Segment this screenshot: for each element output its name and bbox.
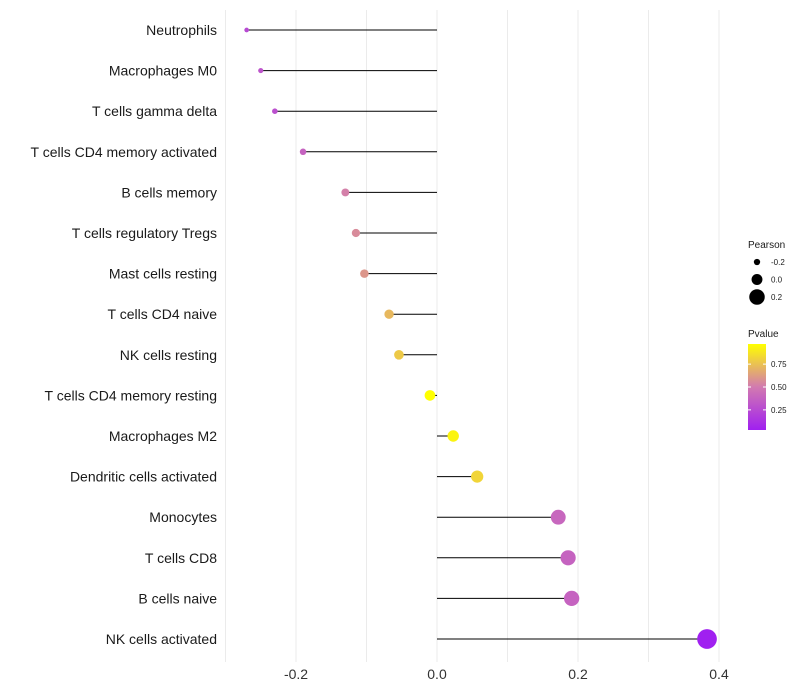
x-tick-labels: -0.2 0.0 0.2 0.4 [284, 666, 729, 682]
lollipop-dot [360, 269, 369, 278]
lollipop-dot [384, 309, 394, 319]
lollipop-dot [447, 430, 459, 442]
category-label: Dendritic cells activated [70, 469, 217, 485]
lollipop-dot [258, 68, 264, 74]
lollipop-dot [424, 390, 436, 401]
lollipop-dot [244, 27, 249, 33]
size-legend-label: 0.2 [771, 293, 783, 302]
colorbar-label: 0.25 [771, 406, 787, 415]
size-legend-label: -0.2 [771, 258, 785, 267]
category-label: Mast cells resting [109, 266, 217, 282]
category-label: T cells CD4 memory resting [45, 387, 217, 403]
size-legend-title: Pearson [748, 240, 785, 251]
category-label: T cells gamma delta [92, 103, 217, 119]
colorbar-label: 0.75 [771, 360, 787, 369]
lollipop-dot [697, 629, 717, 649]
category-labels: Neutrophils Macrophages M0 T cells gamma d… [31, 22, 218, 647]
category-label: B cells memory [121, 184, 217, 200]
category-label: NK cells activated [106, 631, 217, 647]
dot-layer [244, 27, 717, 649]
category-label: NK cells resting [120, 347, 217, 363]
category-label: B cells naive [138, 590, 217, 606]
category-label: T cells CD8 [145, 550, 217, 566]
category-label: T cells CD4 naive [108, 306, 218, 322]
colorbar-label: 0.50 [771, 383, 787, 392]
legend: Pearson -0.2 0.0 0.2 Pvalue 0.25 0.50 0.75 [748, 240, 787, 430]
category-label: T cells CD4 memory activated [31, 144, 217, 160]
category-label: T cells regulatory Tregs [72, 225, 217, 241]
lollipop-dot [351, 228, 361, 238]
x-tick-label: 0.4 [709, 666, 729, 682]
category-label: Monocytes [149, 509, 217, 525]
lollipop-dot [564, 590, 580, 607]
lollipop-dot [394, 349, 404, 360]
category-label: Macrophages M2 [109, 428, 217, 444]
category-label: Macrophages M0 [109, 63, 217, 79]
size-legend-label: 0.0 [771, 276, 783, 285]
x-tick-label: 0.0 [427, 666, 447, 682]
lollipop-dot [560, 550, 576, 566]
category-label: Neutrophils [146, 22, 217, 38]
lollipop-dot [299, 148, 307, 156]
x-tick-label: -0.2 [284, 666, 308, 682]
size-legend-key [749, 289, 765, 305]
grid-layer [225, 10, 720, 662]
color-legend-title: Pvalue [748, 329, 779, 340]
lollipop-dot [272, 108, 278, 114]
size-legend-key [753, 258, 761, 266]
x-tick-label: 0.2 [568, 666, 588, 682]
lollipop-dot [341, 188, 350, 197]
stem-layer [246, 29, 708, 640]
size-legend-key [751, 274, 763, 285]
pvalue-colorbar [748, 344, 766, 430]
lollipop-dot [471, 470, 484, 483]
lollipop-dot [550, 509, 566, 525]
